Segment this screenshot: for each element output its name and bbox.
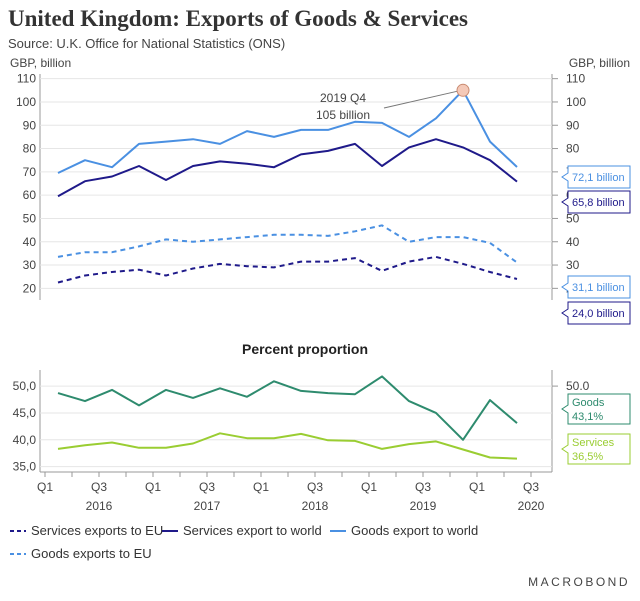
x-year-label: 2016 bbox=[86, 499, 113, 513]
annotation-label-line1: 2019 Q4 bbox=[320, 91, 366, 105]
x-quarter-label: Q1 bbox=[145, 480, 161, 494]
bottom-panel: Percent proportion 35,040,045,050,0 50.0 … bbox=[13, 341, 631, 474]
series-line-services-export-to-world bbox=[57, 138, 518, 198]
top-ytick-left: 20 bbox=[23, 281, 37, 295]
legend-label: Goods exports to EU bbox=[31, 546, 152, 561]
top-ytick-right: 80 bbox=[566, 142, 580, 156]
series-line-services-exports-to-eu bbox=[57, 255, 518, 284]
top-series-lines bbox=[57, 89, 518, 284]
bottom-ytick-right: 50.0 bbox=[566, 379, 590, 393]
top-ytick-left: 70 bbox=[23, 165, 37, 179]
bottom-tick-labels: 35,0 40,0 45,0 50,0 50.0 bbox=[13, 379, 590, 474]
top-ytick-left: 30 bbox=[23, 258, 37, 272]
bottom-ytick-left: 35,0 bbox=[13, 460, 37, 474]
highlight-point bbox=[456, 83, 470, 97]
x-quarter-label: Q3 bbox=[523, 480, 539, 494]
series-line-services bbox=[57, 432, 518, 460]
top-ylabel-right: GBP, billion bbox=[569, 56, 630, 70]
x-year-label: 2017 bbox=[194, 499, 221, 513]
legend-label: Services exports to EU bbox=[31, 523, 163, 538]
top-ytick-right: 100 bbox=[566, 95, 586, 109]
legend-label: Goods export to world bbox=[351, 523, 478, 538]
chart-subtitle: Source: U.K. Office for National Statist… bbox=[8, 36, 286, 51]
annotation-label-line2: 105 billion bbox=[316, 108, 370, 122]
top-ytick-left: 40 bbox=[23, 235, 37, 249]
end-label-2: 31,1 billion bbox=[572, 282, 625, 294]
pct-end-label-services-box bbox=[561, 433, 631, 465]
x-year-label: 2019 bbox=[410, 499, 437, 513]
x-quarter-label: Q3 bbox=[415, 480, 431, 494]
x-year-label: 2020 bbox=[518, 499, 545, 513]
bottom-ytick-left: 45,0 bbox=[13, 406, 37, 420]
top-ytick-left: 90 bbox=[23, 118, 37, 132]
x-tick-labels: Q1 Q3 Q1 Q3 Q1 Q3 Q1 Q3 Q1 Q3 2016 2017 2018 2019 2020 bbox=[37, 472, 545, 513]
end-label-1-box bbox=[561, 190, 631, 214]
legend-label: Services export to world bbox=[183, 523, 322, 538]
bottom-series-lines bbox=[57, 375, 518, 460]
top-ytick-left: 110 bbox=[17, 72, 36, 86]
top-panel: GBP, billion GBP, billion 20203030404050… bbox=[10, 56, 631, 325]
top-ytick-right: 110 bbox=[566, 72, 585, 86]
end-label-2-box bbox=[561, 275, 631, 299]
top-ytick-left: 80 bbox=[23, 142, 37, 156]
x-quarter-label: Q3 bbox=[199, 480, 215, 494]
end-label-3-box bbox=[561, 301, 631, 325]
series-line-goods-exports-to-eu bbox=[57, 224, 518, 264]
annotation-leader-line bbox=[383, 90, 458, 109]
top-ytick-left: 50 bbox=[23, 211, 37, 225]
x-quarter-label: Q3 bbox=[307, 480, 323, 494]
top-ytick-right: 30 bbox=[566, 258, 580, 272]
pct-end-label-goods-box bbox=[561, 393, 631, 425]
end-label-3: 24,0 billion bbox=[572, 308, 625, 320]
chart-title: United Kingdom: Exports of Goods & Servi… bbox=[8, 6, 468, 31]
end-label-0: 72,1 billion bbox=[572, 172, 625, 184]
x-quarter-label: Q1 bbox=[37, 480, 53, 494]
series-line-goods bbox=[57, 375, 518, 441]
bottom-ytick-left: 40,0 bbox=[13, 433, 37, 447]
top-ylabel-left: GBP, billion bbox=[10, 56, 71, 70]
x-quarter-label: Q1 bbox=[361, 480, 377, 494]
end-label-1: 65,8 billion bbox=[572, 197, 625, 209]
top-ytick-left: 60 bbox=[23, 188, 37, 202]
x-quarter-label: Q1 bbox=[253, 480, 269, 494]
bottom-panel-title: Percent proportion bbox=[242, 341, 368, 357]
top-end-labels: 72,1 billion 65,8 billion 31,1 billion 24,0… bbox=[561, 165, 631, 325]
top-ytick-right: 40 bbox=[566, 235, 580, 249]
top-ytick-right: 90 bbox=[566, 118, 580, 132]
top-annotation: 2019 Q4 105 billion bbox=[316, 83, 470, 122]
x-year-label: 2018 bbox=[302, 499, 329, 513]
pct-end-label-goods-line2: 43,1% bbox=[572, 411, 603, 423]
x-quarter-label: Q3 bbox=[91, 480, 107, 494]
x-axis: Q1 Q3 Q1 Q3 Q1 Q3 Q1 Q3 Q1 Q3 2016 2017 2018 2019 2020 bbox=[37, 471, 552, 513]
end-label-0-box bbox=[561, 165, 631, 189]
top-ytick-right: 50 bbox=[566, 211, 580, 225]
top-ytick-left: 100 bbox=[16, 95, 36, 109]
brand-logo: MACROBOND bbox=[528, 575, 630, 589]
pct-end-label-services-line2: 36,5% bbox=[572, 451, 603, 463]
pct-end-label-services-line1: Services bbox=[572, 437, 615, 449]
bottom-end-labels: Goods 43,1% Services 36,5% bbox=[561, 393, 631, 465]
series-line-goods-export-to-world bbox=[57, 89, 518, 174]
legend: Services exports to EU Services export to… bbox=[10, 523, 478, 561]
bottom-ytick-left: 50,0 bbox=[13, 379, 37, 393]
pct-end-label-goods-line1: Goods bbox=[572, 397, 605, 409]
x-quarter-label: Q1 bbox=[469, 480, 485, 494]
